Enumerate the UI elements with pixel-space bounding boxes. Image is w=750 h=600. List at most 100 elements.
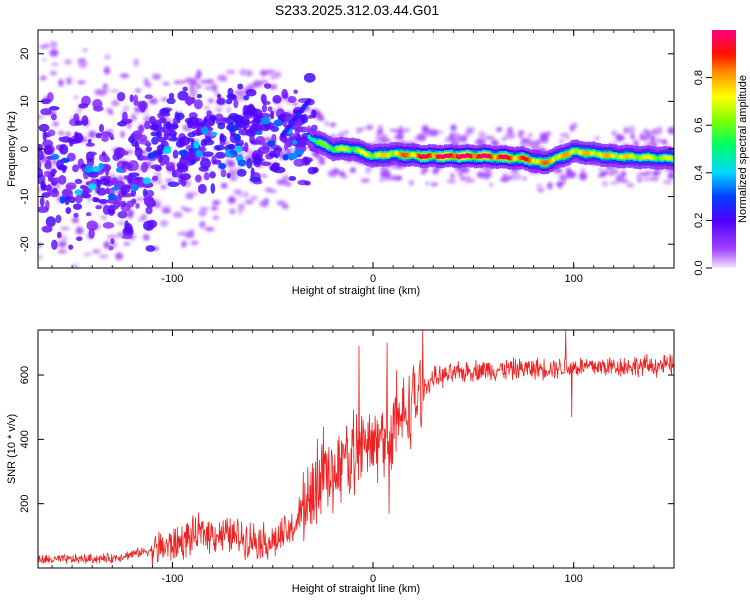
spectral-blob	[101, 151, 106, 157]
ridge-segment	[542, 160, 546, 166]
spectral-highlight	[147, 152, 156, 159]
spectral-speckle	[244, 199, 254, 205]
ridge-segment	[433, 153, 437, 158]
spectral-blob	[99, 177, 111, 186]
ridge-segment	[393, 151, 397, 156]
ridge-segment	[311, 137, 315, 143]
spectral-speckle	[421, 166, 429, 172]
spectral-blob	[269, 110, 275, 120]
spectral-blob	[109, 178, 118, 185]
spectral-speckle	[62, 235, 68, 242]
spectral-blob	[212, 159, 222, 165]
spectral-blob	[53, 177, 61, 184]
spectral-blob	[237, 168, 247, 177]
spectral-speckle	[239, 69, 247, 76]
spectral-blob	[68, 196, 76, 204]
spectral-speckle	[100, 215, 107, 220]
spectral-blob	[238, 128, 250, 136]
spectral-speckle	[148, 98, 158, 105]
spectral-blob	[43, 145, 53, 155]
ridge-segment	[429, 153, 433, 158]
spectral-blob	[180, 175, 187, 187]
spectral-blob	[159, 112, 171, 117]
ridge-segment	[672, 157, 674, 162]
spectral-blob	[42, 139, 54, 148]
spectral-speckle	[49, 48, 59, 57]
spectral-highlight	[291, 139, 298, 145]
spectral-blob	[56, 231, 62, 239]
spectral-speckle	[465, 127, 475, 133]
spectral-blob	[274, 149, 281, 155]
ridge-segment	[331, 147, 335, 153]
spectral-speckle	[106, 234, 117, 240]
ridge-segment	[550, 158, 554, 163]
spectral-blob	[209, 171, 216, 179]
ridge-segment	[345, 146, 349, 151]
ridge-segment	[397, 152, 401, 157]
spectral-blob	[65, 182, 77, 191]
spectral-speckle	[520, 138, 531, 144]
spectral-blob	[141, 161, 148, 173]
spectral-speckle	[77, 80, 86, 85]
spectral-speckle	[60, 226, 70, 231]
ridge-segment	[520, 155, 524, 160]
ridge-segment	[385, 153, 389, 158]
ridge-segment	[624, 154, 628, 159]
spectral-speckle	[204, 227, 215, 232]
spectral-blob	[101, 135, 109, 142]
spectral-speckle	[329, 122, 336, 127]
ridge-segment	[365, 152, 369, 157]
spectral-blob	[135, 132, 141, 141]
ridge-segment	[566, 152, 570, 157]
spectral-blob	[120, 185, 127, 193]
ridge-segment	[379, 152, 383, 158]
spectral-blob	[133, 94, 139, 104]
ridge-segment	[514, 156, 518, 161]
spectral-blob	[151, 175, 159, 182]
spectral-blob	[135, 202, 140, 209]
spectral-highlight	[111, 186, 120, 191]
ridge-segment	[598, 152, 602, 157]
spectral-speckle	[196, 69, 202, 78]
spectral-blob	[182, 86, 188, 92]
spectral-speckle	[537, 188, 545, 193]
spectral-blob	[197, 122, 205, 127]
spectral-blob	[40, 108, 52, 116]
spectral-blob	[145, 189, 155, 198]
spectral-blob	[38, 123, 50, 132]
ridge-segment	[524, 157, 528, 162]
spectral-blob	[216, 97, 226, 105]
spectral-blob	[92, 196, 99, 203]
y-tick-label: 20	[19, 48, 31, 60]
spectral-speckle	[199, 79, 210, 84]
spectral-blob	[145, 206, 153, 215]
spectral-speckle	[122, 105, 130, 111]
spectral-speckle	[181, 240, 186, 248]
spectral-highlight	[294, 149, 304, 156]
ridge-segment	[391, 151, 395, 156]
ridge-segment	[516, 155, 520, 160]
spectral-blob	[197, 183, 207, 194]
spectral-speckle	[143, 234, 150, 241]
spectral-speckle	[250, 195, 258, 201]
spectral-speckle	[117, 220, 126, 226]
spectral-highlight	[74, 189, 83, 196]
spectral-speckle	[489, 182, 494, 187]
spectral-highlight	[115, 167, 123, 173]
ridge-segment	[616, 154, 620, 160]
ridge-segment	[478, 154, 481, 159]
spectral-speckle	[610, 181, 619, 185]
spectral-speckle	[421, 125, 429, 132]
spectral-blob	[49, 188, 60, 198]
spectral-blob	[74, 132, 84, 144]
spectral-speckle	[356, 129, 362, 134]
spectral-speckle	[198, 211, 207, 216]
ridge-segment	[401, 152, 405, 158]
spectral-speckle	[601, 180, 609, 187]
spectral-speckle	[83, 252, 92, 257]
spectral-speckle	[645, 170, 651, 176]
ridge-segment	[482, 153, 485, 158]
spectral-blob	[126, 200, 135, 208]
spectrogram-ridge	[280, 98, 674, 175]
spectral-speckle	[652, 170, 661, 177]
